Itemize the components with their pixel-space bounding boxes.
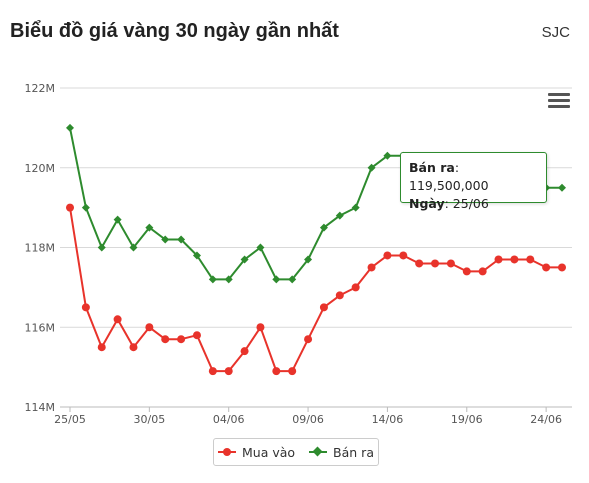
legend-item-sell[interactable]: Bán ra	[309, 445, 374, 460]
data-point[interactable]	[304, 255, 313, 264]
y-tick-label: 116M	[25, 321, 56, 334]
data-point[interactable]	[177, 335, 186, 344]
tooltip-date-value: 25/06	[452, 196, 489, 211]
data-point[interactable]	[192, 331, 201, 340]
data-point[interactable]	[558, 183, 566, 192]
legend-buy-label: Mua vào	[242, 444, 296, 460]
data-point[interactable]	[288, 275, 297, 284]
y-tick-label: 114M	[25, 401, 56, 414]
data-point[interactable]	[494, 255, 503, 264]
data-point[interactable]	[272, 367, 281, 376]
source-label: SJC	[541, 24, 570, 41]
data-point[interactable]	[224, 367, 233, 376]
data-point[interactable]	[367, 263, 376, 272]
x-tick-label: 25/05	[54, 413, 86, 426]
data-point[interactable]	[526, 255, 535, 264]
data-point[interactable]	[335, 291, 344, 300]
data-point[interactable]	[462, 267, 471, 276]
data-point[interactable]	[335, 211, 344, 220]
data-point[interactable]	[208, 367, 217, 376]
data-point[interactable]	[145, 223, 154, 232]
data-point[interactable]	[97, 243, 106, 252]
x-tick-label: 24/06	[530, 413, 562, 426]
data-point[interactable]	[351, 203, 360, 212]
data-point[interactable]	[113, 215, 122, 224]
series-buy	[66, 203, 566, 376]
legend-buy-marker	[218, 447, 236, 457]
x-tick-label: 30/05	[134, 413, 166, 426]
data-point[interactable]	[272, 275, 281, 284]
data-point[interactable]	[224, 275, 233, 284]
data-point[interactable]	[240, 255, 249, 264]
y-tick-label: 118M	[25, 242, 56, 255]
y-axis-ticks: 114M 116M 118M 120M 122M	[25, 82, 56, 414]
tooltip-sell-value: 119,500,000	[409, 178, 489, 193]
y-tick-label: 122M	[25, 82, 56, 95]
legend: Mua vào Bán ra	[213, 438, 379, 466]
tooltip-date-label: Ngày	[409, 196, 445, 211]
data-point[interactable]	[510, 255, 519, 264]
data-point[interactable]	[66, 203, 74, 212]
data-point[interactable]	[399, 251, 408, 260]
data-point[interactable]	[319, 303, 328, 312]
tooltip: Bán ra: 119,500,000 Ngày: 25/06	[400, 152, 547, 211]
data-point[interactable]	[288, 367, 297, 376]
data-point[interactable]	[113, 315, 122, 324]
data-point[interactable]	[145, 323, 154, 332]
data-point[interactable]	[446, 259, 455, 268]
data-point[interactable]	[81, 203, 90, 212]
legend-item-buy[interactable]: Mua vào	[218, 445, 295, 460]
data-point[interactable]	[129, 243, 138, 252]
chart-title: Biểu đồ giá vàng 30 ngày gần nhất	[10, 20, 339, 42]
x-tick-label: 09/06	[292, 413, 324, 426]
data-point[interactable]	[208, 275, 217, 284]
legend-sell-marker	[309, 446, 328, 457]
data-point[interactable]	[558, 263, 566, 272]
data-point[interactable]	[383, 251, 392, 260]
data-point[interactable]	[97, 343, 106, 352]
data-point[interactable]	[319, 223, 328, 232]
data-point[interactable]	[415, 259, 424, 268]
data-point[interactable]	[431, 259, 440, 268]
data-point[interactable]	[542, 263, 551, 272]
data-point[interactable]	[256, 323, 265, 332]
x-tick-label: 19/06	[451, 413, 483, 426]
chart-menu-icon[interactable]	[548, 93, 570, 111]
x-tick-label: 04/06	[213, 413, 245, 426]
data-point[interactable]	[351, 283, 360, 292]
data-point[interactable]	[304, 335, 313, 344]
data-point[interactable]	[161, 235, 170, 244]
data-point[interactable]	[66, 123, 74, 132]
data-point[interactable]	[129, 343, 138, 352]
x-axis-ticks: 25/05 30/05 04/06 09/06 14/06 19/06 24/06	[54, 407, 562, 426]
data-point[interactable]	[192, 251, 201, 260]
y-tick-label: 120M	[25, 162, 56, 175]
series-line	[69, 207, 562, 373]
tooltip-sell-label: Bán ra	[409, 160, 455, 175]
data-point[interactable]	[240, 347, 249, 356]
x-tick-label: 14/06	[372, 413, 404, 426]
data-point[interactable]	[177, 235, 186, 244]
data-point[interactable]	[367, 163, 376, 172]
data-point[interactable]	[256, 243, 265, 252]
legend-sell-label: Bán ra	[333, 444, 374, 460]
data-point[interactable]	[383, 151, 392, 160]
data-point[interactable]	[81, 303, 90, 312]
data-point[interactable]	[478, 267, 487, 276]
grid-lines	[60, 87, 572, 408]
data-point[interactable]	[161, 335, 170, 344]
